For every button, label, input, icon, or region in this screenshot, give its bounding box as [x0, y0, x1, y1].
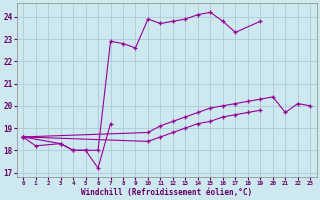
- X-axis label: Windchill (Refroidissement éolien,°C): Windchill (Refroidissement éolien,°C): [81, 188, 252, 197]
